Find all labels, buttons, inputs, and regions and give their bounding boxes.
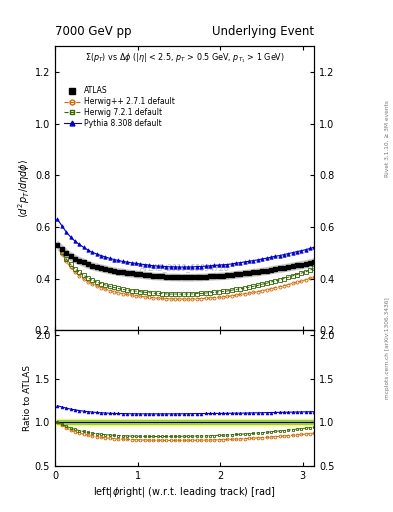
Y-axis label: $\langle d^2 p_T / d\eta d\phi \rangle$: $\langle d^2 p_T / d\eta d\phi \rangle$ bbox=[16, 159, 32, 218]
Legend: ATLAS, Herwig++ 2.7.1 default, Herwig 7.2.1 default, Pythia 8.308 default: ATLAS, Herwig++ 2.7.1 default, Herwig 7.… bbox=[61, 84, 177, 131]
X-axis label: left$|\phi$right$|$ (w.r.t. leading track) [rad]: left$|\phi$right$|$ (w.r.t. leading trac… bbox=[93, 485, 276, 499]
Text: Underlying Event: Underlying Event bbox=[212, 26, 314, 38]
Y-axis label: Ratio to ATLAS: Ratio to ATLAS bbox=[23, 365, 32, 431]
Text: mcplots.cern.ch [arXiv:1306.3436]: mcplots.cern.ch [arXiv:1306.3436] bbox=[385, 297, 389, 399]
Text: 7000 GeV pp: 7000 GeV pp bbox=[55, 26, 132, 38]
Text: ATLAS_2010_S8894728: ATLAS_2010_S8894728 bbox=[140, 263, 230, 272]
Text: Rivet 3.1.10, ≥ 3M events: Rivet 3.1.10, ≥ 3M events bbox=[385, 100, 389, 177]
Text: $\Sigma(p_T)$ vs $\Delta\phi$ ($|\eta|$ < 2.5, $p_T$ > 0.5 GeV, $p_{T_1}$ > 1 Ge: $\Sigma(p_T)$ vs $\Delta\phi$ ($|\eta|$ … bbox=[85, 52, 285, 66]
